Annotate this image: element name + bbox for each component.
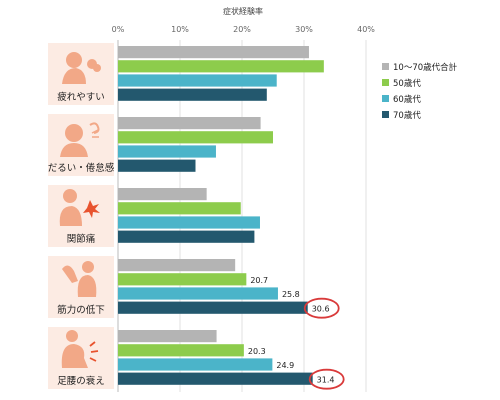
legend: 10～70歳代合計 50歳代 60歳代 70歳代 <box>382 62 458 121</box>
bar <box>118 273 247 286</box>
bar <box>118 188 207 201</box>
category-panel: 筋力の低下 <box>48 256 114 318</box>
data-label: 20.7 <box>250 276 268 285</box>
bar <box>118 301 308 314</box>
legend-swatch <box>382 63 389 70</box>
bar <box>118 259 236 272</box>
legend-swatch <box>382 79 389 86</box>
weak-arm-icon <box>62 261 97 297</box>
data-label: 31.4 <box>317 375 335 384</box>
back-pain-icon <box>61 330 99 368</box>
bar <box>118 60 324 73</box>
category-label: 関節痛 <box>67 233 96 245</box>
tick-label: 20% <box>233 25 251 34</box>
legend-swatch <box>382 111 389 118</box>
tick-label: 30% <box>295 25 313 34</box>
category-panel: 関節痛 <box>48 185 114 247</box>
x-axis-ticks: 0% 10% 20% 30% 40% <box>112 25 376 34</box>
legend-label: 70歳代 <box>393 110 421 121</box>
data-label: 25.8 <box>282 290 300 299</box>
tick-label: 0% <box>112 25 125 34</box>
highlight-circle <box>303 297 340 319</box>
bar <box>118 74 277 87</box>
data-label: 20.3 <box>248 347 266 356</box>
bar <box>118 216 260 229</box>
category-panel: だるい・倦怠感 <box>48 114 115 176</box>
bar <box>118 202 241 215</box>
tick-label: 40% <box>357 25 375 34</box>
legend-item: 50歳代 <box>382 78 421 89</box>
legend-label: 50歳代 <box>393 78 421 89</box>
legend-item: 60歳代 <box>382 94 421 105</box>
sighing-person-icon <box>60 122 100 157</box>
bar <box>118 88 267 101</box>
bars <box>118 46 324 385</box>
legend-item: 10～70歳代合計 <box>382 62 458 73</box>
tick-label: 10% <box>171 25 189 34</box>
category-label: 筋力の低下 <box>57 304 105 316</box>
legend-label: 10～70歳代合計 <box>393 62 458 73</box>
bar <box>118 330 217 343</box>
category-label: 疲れやすい <box>57 91 105 103</box>
bar <box>118 46 309 59</box>
axis-title: 症状経験率 <box>223 6 263 16</box>
bar <box>118 145 216 158</box>
bar <box>118 230 255 243</box>
bar <box>118 159 196 172</box>
data-label: 30.6 <box>312 304 330 313</box>
tired-person-icon <box>62 52 101 84</box>
category-label: だるい・倦怠感 <box>48 162 115 174</box>
bar <box>118 358 273 371</box>
joint-pain-icon <box>59 189 100 226</box>
bar <box>118 131 273 144</box>
data-label: 24.9 <box>276 361 294 370</box>
category-label: 足腰の衰え <box>57 375 105 387</box>
category-panel: 足腰の衰え <box>48 327 114 389</box>
category-panel: 疲れやすい <box>48 43 114 105</box>
data-labels: 20.7 25.8 30.6 20.3 24.9 31.4 <box>248 276 345 390</box>
highlight-circle <box>308 368 345 390</box>
bar <box>118 372 313 385</box>
bar <box>118 344 244 357</box>
legend-label: 60歳代 <box>393 94 421 105</box>
bar <box>118 117 261 130</box>
legend-swatch <box>382 95 389 102</box>
legend-item: 70歳代 <box>382 110 421 121</box>
bar <box>118 287 278 300</box>
